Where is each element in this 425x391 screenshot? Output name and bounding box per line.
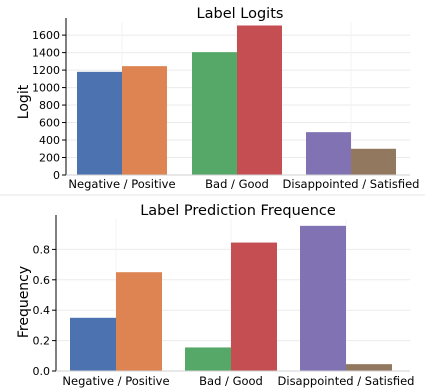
category-labels: Negative / Positive Bad / Good Disappointe…	[62, 374, 414, 388]
y-tick-label: 0	[53, 169, 60, 182]
category-labels: Negative / Positive Bad / Good Disappointe…	[68, 177, 419, 191]
x-category-label: Bad / Good	[205, 177, 269, 191]
chart-title: Label Logits	[197, 6, 284, 22]
y-tick-label: 0.6	[33, 274, 51, 287]
y-tick-label: 1400	[32, 47, 60, 60]
bar	[116, 272, 162, 371]
y-tick-labels: 0.0 0.2 0.4 0.6 0.8	[33, 243, 51, 378]
bars	[77, 25, 396, 175]
axes	[52, 215, 410, 372]
y-tick-label: 1200	[32, 64, 60, 77]
panel-divider	[0, 194, 425, 196]
bar	[306, 132, 351, 175]
y-axis-label: Logit	[16, 84, 32, 119]
bar	[346, 364, 392, 371]
bar	[300, 225, 346, 371]
bar	[122, 66, 167, 175]
x-category-label: Negative / Positive	[62, 374, 169, 388]
bar	[70, 317, 116, 371]
frequency-chart-panel: Label Prediction Frequence Frequency 0.0…	[0, 197, 425, 391]
y-tick-label: 200	[39, 152, 60, 165]
bar	[237, 25, 282, 175]
y-tick-label: 800	[39, 99, 60, 112]
bar	[185, 347, 231, 371]
bar	[192, 52, 237, 175]
bar	[231, 242, 277, 371]
y-tick-label: 600	[39, 117, 60, 130]
frequency-chart: Label Prediction Frequence Frequency 0.0…	[16, 203, 414, 388]
y-tick-label: 0.0	[33, 365, 51, 378]
y-tick-label: 400	[39, 134, 60, 147]
y-axis-label: Frequency	[16, 266, 32, 338]
x-category-label: Disappointed / Satisfied	[283, 177, 420, 191]
y-tick-labels: 0 200 400 600 800 1000 1200 1400 1600	[32, 29, 60, 182]
x-category-label: Disappointed / Satisfied	[278, 374, 415, 388]
y-tick-label: 0.2	[33, 335, 51, 348]
bar	[351, 148, 396, 175]
y-tick-label: 0.8	[33, 243, 51, 256]
y-tick-label: 1600	[32, 29, 60, 42]
bars	[70, 225, 392, 371]
axes	[62, 18, 410, 176]
y-tick-label: 0.4	[33, 304, 51, 317]
bar	[77, 71, 122, 175]
chart-title: Label Prediction Frequence	[140, 203, 336, 219]
y-tick-label: 1000	[32, 82, 60, 95]
x-category-label: Negative / Positive	[68, 177, 175, 191]
logits-chart: Label Logits Logit 0 200 400 600 800 1000 1200…	[16, 6, 419, 191]
logits-chart-panel: Label Logits Logit 0 200 400 600 800 1000 1200…	[0, 0, 425, 193]
x-category-label: Bad / Good	[199, 374, 263, 388]
